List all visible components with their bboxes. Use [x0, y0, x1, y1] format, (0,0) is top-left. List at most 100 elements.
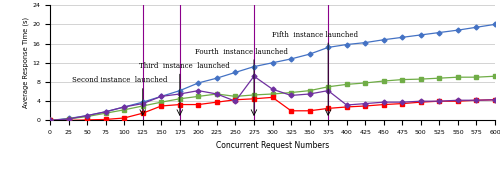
One instances — [492, 23, 498, 25]
One instances — [325, 46, 331, 49]
Five scaling instances — [251, 75, 257, 77]
Load balancer with five instances — [47, 119, 53, 121]
Five scaling instances — [66, 118, 71, 120]
Load balancer with two instances — [306, 90, 312, 92]
Load balancer with two instances — [102, 112, 108, 114]
One instances — [306, 53, 312, 55]
One instances — [214, 77, 220, 79]
One instances — [196, 82, 202, 84]
Five scaling instances — [344, 104, 349, 106]
One instances — [400, 36, 406, 38]
One instances — [474, 26, 480, 28]
Load balancer with five instances — [436, 100, 442, 102]
Five scaling instances — [47, 119, 53, 121]
Load balancer with five instances — [288, 110, 294, 112]
Text: Second instance  launched: Second instance launched — [72, 76, 168, 84]
Load balancer with two instances — [270, 93, 276, 95]
Five scaling instances — [418, 100, 424, 102]
Five scaling instances — [84, 115, 90, 117]
Load balancer with five instances — [121, 117, 127, 119]
Text: Fifth  instance launched: Fifth instance launched — [272, 31, 358, 39]
Five scaling instances — [102, 111, 108, 113]
Five scaling instances — [474, 99, 480, 101]
One instances — [381, 39, 387, 41]
Five scaling instances — [306, 93, 312, 95]
One instances — [288, 58, 294, 60]
One instances — [66, 117, 71, 120]
Load balancer with five instances — [196, 104, 202, 106]
Five scaling instances — [214, 93, 220, 95]
Load balancer with two instances — [121, 109, 127, 111]
Load balancer with five instances — [455, 100, 461, 102]
Five scaling instances — [381, 101, 387, 103]
Load balancer with two instances — [288, 92, 294, 94]
One instances — [158, 95, 164, 97]
Load balancer with five instances — [381, 104, 387, 106]
Load balancer with five instances — [158, 105, 164, 107]
Line: Load balancer with five instances: Load balancer with five instances — [48, 96, 496, 122]
Load balancer with two instances — [47, 119, 53, 121]
Load balancer with two instances — [84, 116, 90, 118]
Load balancer with two instances — [140, 105, 145, 107]
Load balancer with two instances — [214, 93, 220, 95]
One instances — [121, 106, 127, 108]
One instances — [362, 42, 368, 44]
Line: Five scaling instances: Five scaling instances — [48, 74, 496, 122]
Load balancer with two instances — [381, 80, 387, 82]
Load balancer with two instances — [177, 98, 183, 100]
Load balancer with five instances — [492, 99, 498, 101]
Load balancer with five instances — [306, 110, 312, 112]
X-axis label: Concurrent Request Numbers: Concurrent Request Numbers — [216, 141, 329, 150]
Five scaling instances — [196, 90, 202, 92]
Five scaling instances — [270, 88, 276, 90]
Five scaling instances — [288, 94, 294, 96]
Load balancer with two instances — [344, 83, 349, 85]
Five scaling instances — [232, 100, 238, 102]
Text: Fourth  instance launched: Fourth instance launched — [194, 48, 288, 56]
Text: Third  instance  launched: Third instance launched — [139, 62, 230, 70]
One instances — [455, 29, 461, 31]
Five scaling instances — [455, 99, 461, 101]
One instances — [418, 34, 424, 36]
Load balancer with five instances — [362, 105, 368, 107]
One instances — [436, 31, 442, 34]
Load balancer with five instances — [214, 101, 220, 103]
Load balancer with two instances — [400, 79, 406, 81]
Load balancer with five instances — [177, 104, 183, 106]
Load balancer with two instances — [66, 118, 71, 120]
Five scaling instances — [158, 95, 164, 97]
One instances — [84, 115, 90, 117]
Load balancer with five instances — [140, 112, 145, 114]
Five scaling instances — [362, 103, 368, 105]
Five scaling instances — [492, 99, 498, 101]
Load balancer with two instances — [158, 101, 164, 103]
Load balancer with two instances — [418, 78, 424, 80]
Load balancer with two instances — [362, 82, 368, 84]
Load balancer with five instances — [418, 101, 424, 103]
Five scaling instances — [121, 106, 127, 108]
Load balancer with five instances — [251, 98, 257, 100]
Load balancer with five instances — [84, 119, 90, 121]
Load balancer with five instances — [325, 107, 331, 109]
Line: One instances: One instances — [48, 23, 496, 122]
Load balancer with five instances — [102, 118, 108, 120]
One instances — [232, 71, 238, 73]
One instances — [102, 111, 108, 113]
Load balancer with two instances — [196, 95, 202, 97]
Load balancer with two instances — [474, 76, 480, 78]
Line: Load balancer with two instances: Load balancer with two instances — [48, 74, 496, 122]
One instances — [177, 90, 183, 92]
Load balancer with two instances — [325, 86, 331, 88]
Load balancer with five instances — [400, 103, 406, 105]
Load balancer with two instances — [232, 95, 238, 97]
Load balancer with five instances — [270, 96, 276, 98]
One instances — [344, 44, 349, 46]
Load balancer with two instances — [436, 77, 442, 79]
Five scaling instances — [140, 103, 145, 105]
One instances — [270, 62, 276, 64]
Load balancer with five instances — [344, 106, 349, 108]
Five scaling instances — [177, 93, 183, 95]
One instances — [251, 66, 257, 68]
Load balancer with two instances — [455, 76, 461, 78]
One instances — [47, 119, 53, 121]
